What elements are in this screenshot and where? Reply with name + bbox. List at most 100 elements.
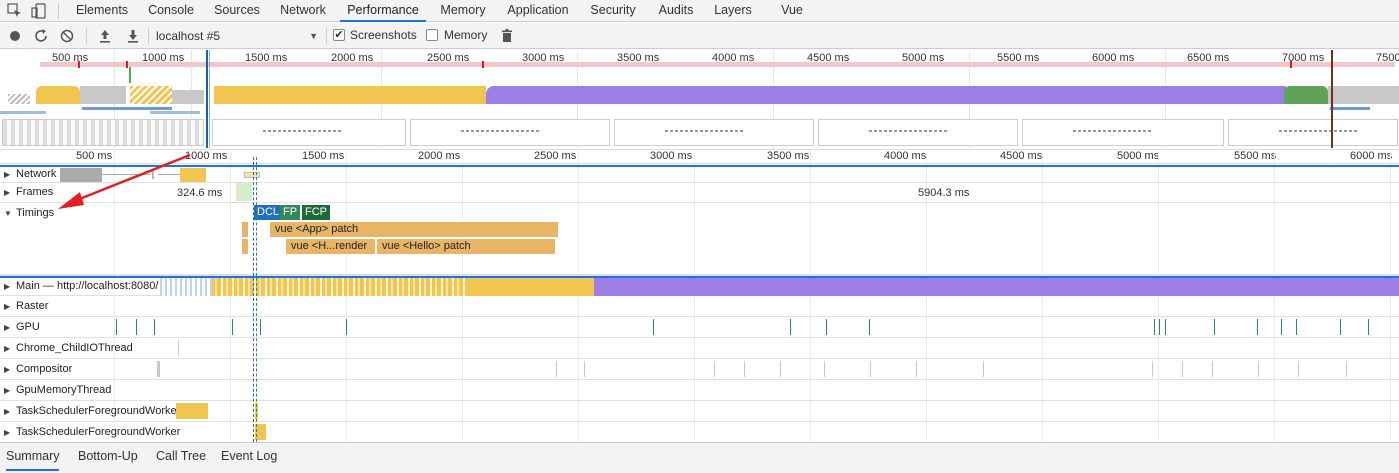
gpu-task[interactable] — [232, 319, 233, 335]
gpu-task[interactable] — [790, 319, 791, 335]
tab-network[interactable]: Network — [280, 3, 326, 17]
track-main[interactable]: ▶ Main — http://localhost:8080/ — [0, 276, 1399, 296]
selection-right-handle[interactable] — [1331, 50, 1333, 148]
compositor-task[interactable] — [824, 361, 825, 377]
compositor-task[interactable] — [1182, 361, 1183, 377]
track-worker-2[interactable]: ▶ TaskSchedulerForegroundWorker — [0, 422, 1399, 442]
tab-summary[interactable]: Summary — [6, 443, 60, 471]
gpu-task[interactable] — [1340, 319, 1341, 335]
tab-vue[interactable]: Vue — [781, 3, 803, 17]
fp-marker[interactable]: FP — [280, 205, 301, 220]
main-scripting-block[interactable] — [468, 278, 594, 296]
compositor-task[interactable] — [1212, 361, 1213, 377]
tab-audits[interactable]: Audits — [658, 3, 694, 17]
compositor-task[interactable] — [870, 361, 871, 377]
compositor-task[interactable] — [1152, 361, 1153, 377]
gpu-task[interactable] — [1281, 319, 1282, 335]
timing-h-render[interactable]: vue <H...render — [286, 239, 376, 254]
track-network[interactable]: ▶ Network — [0, 165, 1399, 183]
compositor-task[interactable] — [983, 361, 984, 377]
gpu-task[interactable] — [869, 319, 870, 335]
gpu-task[interactable] — [826, 319, 827, 335]
upload-icon[interactable] — [96, 27, 114, 45]
tab-memory[interactable]: Memory — [440, 3, 486, 17]
track-raster[interactable]: ▶ Raster — [0, 296, 1399, 317]
track-gpu-memory-thread[interactable]: ▶ GpuMemoryThread — [0, 380, 1399, 401]
expand-icon[interactable]: ▶ — [4, 407, 11, 416]
gpu-task[interactable] — [653, 319, 654, 335]
compositor-task[interactable] — [556, 361, 557, 377]
timing-hello-patch[interactable]: vue <Hello> patch — [377, 239, 555, 254]
network-request-bar[interactable] — [180, 168, 206, 182]
main-task-slices[interactable] — [160, 278, 212, 296]
timeline-overview[interactable]: 500 ms 1000 ms 1500 ms 2000 ms 2500 ms 3… — [0, 50, 1399, 150]
compositor-task[interactable] — [780, 361, 781, 377]
main-scripting-slices[interactable] — [212, 278, 468, 296]
compositor-task[interactable] — [157, 361, 160, 377]
gpu-task[interactable] — [346, 319, 347, 335]
gpu-task[interactable] — [136, 319, 137, 335]
tab-event-log[interactable]: Event Log — [221, 449, 278, 463]
expand-icon[interactable]: ▶ — [4, 282, 11, 291]
tab-application[interactable]: Application — [507, 3, 569, 17]
network-request-bar[interactable] — [60, 168, 102, 182]
expand-icon[interactable]: ▶ — [4, 170, 11, 179]
track-child-io-thread[interactable]: ▶ Chrome_ChildIOThread — [0, 338, 1399, 359]
tab-security[interactable]: Security — [590, 3, 636, 17]
worker-task[interactable] — [255, 424, 266, 440]
gpu-task[interactable] — [1165, 319, 1166, 335]
device-toolbar-icon[interactable] — [30, 2, 48, 20]
gpu-task[interactable] — [1214, 319, 1215, 335]
gpu-task[interactable] — [1368, 319, 1369, 335]
record-icon[interactable] — [6, 27, 24, 45]
network-request-bar[interactable] — [244, 172, 260, 178]
track-compositor[interactable]: ▶ Compositor — [0, 359, 1399, 380]
expand-icon[interactable]: ▶ — [4, 188, 11, 197]
compositor-task[interactable] — [714, 361, 715, 377]
worker-task[interactable] — [176, 403, 208, 419]
timing-bar[interactable] — [242, 239, 248, 254]
trash-icon[interactable] — [498, 27, 516, 45]
track-gpu[interactable]: ▶ GPU — [0, 317, 1399, 338]
screenshots-checkbox[interactable]: ✔ — [333, 29, 345, 41]
network-request-bar[interactable] — [152, 171, 154, 179]
gpu-task[interactable] — [116, 319, 117, 335]
expand-icon[interactable]: ▶ — [4, 344, 11, 353]
tab-call-tree[interactable]: Call Tree — [156, 449, 207, 463]
frame-block[interactable] — [236, 183, 252, 201]
tab-console[interactable]: Console — [148, 3, 194, 17]
expand-icon[interactable]: ▶ — [4, 302, 11, 311]
gpu-task[interactable] — [1154, 319, 1155, 335]
compositor-task[interactable] — [744, 361, 745, 377]
compositor-task[interactable] — [584, 361, 585, 377]
tab-sources[interactable]: Sources — [214, 3, 260, 17]
main-rendering-block[interactable] — [594, 278, 1399, 296]
compositor-task[interactable] — [916, 361, 917, 377]
tab-elements[interactable]: Elements — [75, 3, 129, 17]
track-worker-1[interactable]: ▶ TaskSchedulerForegroundWorker — [0, 401, 1399, 422]
gpu-task[interactable] — [1257, 319, 1258, 335]
collapse-icon[interactable]: ▼ — [4, 209, 12, 218]
memory-checkbox[interactable] — [426, 29, 438, 41]
gpu-task[interactable] — [1159, 319, 1160, 335]
compositor-task[interactable] — [1346, 361, 1347, 377]
dcl-marker[interactable]: DCL — [254, 205, 283, 220]
clear-icon[interactable] — [58, 27, 76, 45]
selection-left-handle[interactable] — [206, 50, 208, 148]
gpu-task[interactable] — [154, 319, 155, 335]
tab-performance[interactable]: Performance — [340, 0, 426, 22]
expand-icon[interactable]: ▶ — [4, 386, 11, 395]
gpu-task[interactable] — [1296, 319, 1297, 335]
tab-layers[interactable]: Layers — [714, 3, 752, 17]
expand-icon[interactable]: ▶ — [4, 365, 11, 374]
download-icon[interactable] — [124, 27, 142, 45]
target-select[interactable]: localhost #5 ▼ — [152, 25, 322, 47]
compositor-task[interactable] — [1258, 361, 1259, 377]
track-frames[interactable]: ▶ Frames 324.6 ms 5904.3 ms — [0, 183, 1399, 203]
compositor-task[interactable] — [1298, 361, 1299, 377]
expand-icon[interactable]: ▶ — [4, 428, 11, 437]
inspect-element-icon[interactable] — [6, 2, 24, 20]
gpu-task[interactable] — [260, 319, 261, 335]
track-timings[interactable]: ▼ Timings — [0, 203, 1399, 276]
reload-icon[interactable] — [32, 27, 50, 45]
